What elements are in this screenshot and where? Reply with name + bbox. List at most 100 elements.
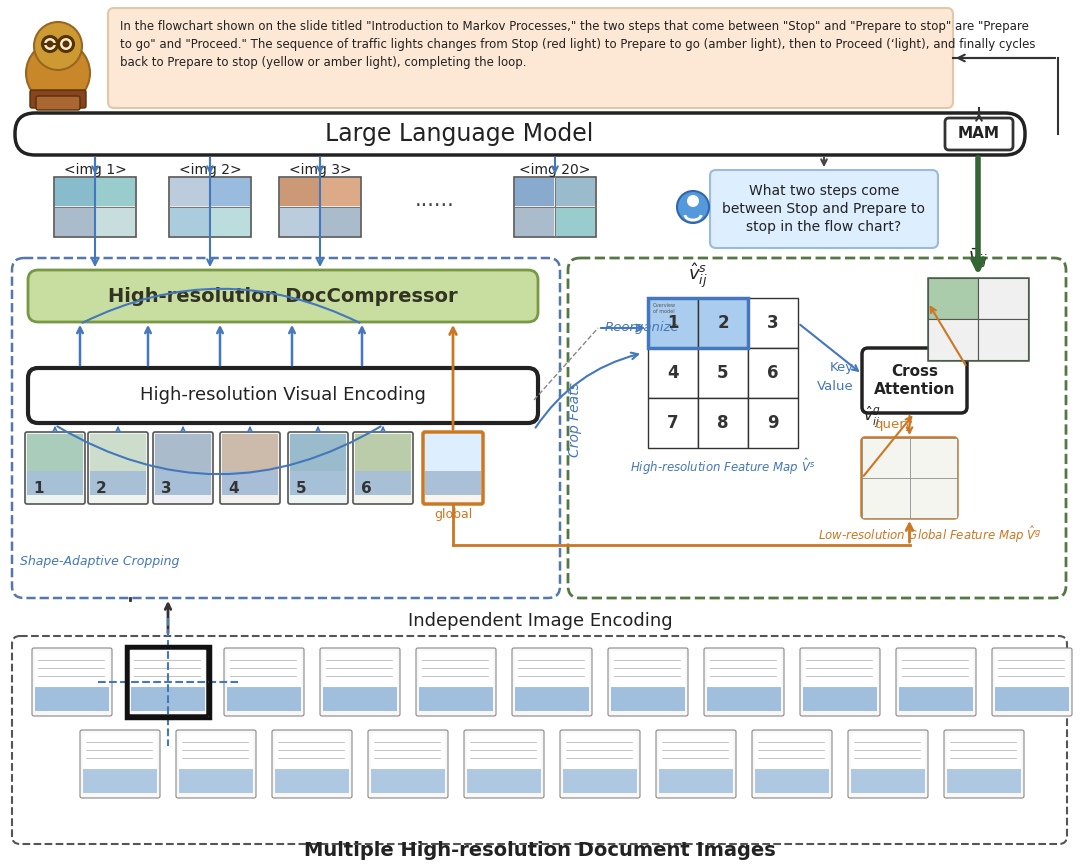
- Bar: [279, 177, 361, 237]
- Circle shape: [46, 41, 54, 48]
- FancyBboxPatch shape: [108, 8, 953, 108]
- Bar: [648, 348, 698, 398]
- Bar: [83, 769, 157, 793]
- Text: query: query: [874, 418, 913, 431]
- Text: 9: 9: [767, 414, 779, 432]
- Bar: [96, 208, 135, 236]
- FancyBboxPatch shape: [87, 432, 148, 504]
- FancyBboxPatch shape: [752, 730, 832, 798]
- Bar: [280, 208, 319, 236]
- Bar: [126, 646, 210, 718]
- Bar: [563, 769, 637, 793]
- Bar: [275, 733, 349, 771]
- Text: In the flowchart shown on the slide titled "Introduction to Markov Processes," t: In the flowchart shown on the slide titl…: [120, 20, 1036, 69]
- Bar: [419, 687, 492, 711]
- FancyBboxPatch shape: [36, 96, 80, 110]
- FancyBboxPatch shape: [80, 730, 160, 798]
- Text: $\hat{v}_{ij}^{g}$: $\hat{v}_{ij}^{g}$: [863, 404, 881, 430]
- Circle shape: [59, 37, 73, 51]
- Text: MAM: MAM: [958, 127, 1000, 141]
- Bar: [947, 769, 1021, 793]
- FancyBboxPatch shape: [848, 730, 928, 798]
- Text: Low-resolution Global Feature Map $\hat{V}^g$: Low-resolution Global Feature Map $\hat{…: [818, 524, 1041, 545]
- Bar: [698, 348, 748, 398]
- Bar: [372, 769, 445, 793]
- Text: What two steps come
between Stop and Prepare to
stop in the flow chart?: What two steps come between Stop and Pre…: [723, 184, 926, 234]
- Text: Independent Image Encoding: Independent Image Encoding: [407, 612, 673, 630]
- Bar: [995, 651, 1069, 688]
- FancyBboxPatch shape: [12, 636, 1067, 844]
- Text: 1: 1: [33, 481, 43, 496]
- FancyBboxPatch shape: [561, 730, 640, 798]
- Bar: [321, 208, 360, 236]
- Bar: [426, 471, 481, 496]
- Bar: [54, 177, 136, 237]
- Text: High-resolution Visual Encoding: High-resolution Visual Encoding: [140, 386, 426, 404]
- Bar: [899, 687, 973, 711]
- Text: <img 1>: <img 1>: [64, 163, 126, 177]
- Bar: [514, 177, 596, 237]
- Bar: [170, 208, 210, 236]
- Bar: [862, 478, 909, 518]
- FancyBboxPatch shape: [416, 648, 496, 716]
- Circle shape: [33, 22, 82, 70]
- Text: 4: 4: [667, 364, 679, 382]
- Bar: [291, 471, 346, 496]
- Bar: [55, 208, 94, 236]
- Circle shape: [677, 191, 708, 223]
- Bar: [755, 769, 829, 793]
- Bar: [978, 278, 1028, 319]
- Bar: [556, 208, 595, 236]
- Text: 7: 7: [667, 414, 679, 432]
- FancyBboxPatch shape: [862, 348, 967, 413]
- FancyBboxPatch shape: [512, 648, 592, 716]
- Bar: [179, 733, 253, 771]
- Bar: [851, 733, 924, 771]
- Bar: [83, 733, 157, 771]
- FancyBboxPatch shape: [353, 432, 413, 504]
- Bar: [321, 178, 360, 206]
- Text: 3: 3: [767, 314, 779, 332]
- Bar: [467, 769, 541, 793]
- FancyBboxPatch shape: [272, 730, 352, 798]
- Bar: [168, 177, 251, 237]
- Text: 4: 4: [228, 481, 239, 496]
- Bar: [978, 319, 1028, 360]
- FancyBboxPatch shape: [368, 730, 448, 798]
- Bar: [556, 178, 595, 206]
- Text: <img 20>: <img 20>: [519, 163, 591, 177]
- Bar: [515, 178, 554, 206]
- FancyBboxPatch shape: [945, 118, 1013, 150]
- FancyBboxPatch shape: [25, 432, 85, 504]
- Bar: [227, 651, 301, 688]
- Bar: [355, 434, 411, 471]
- Bar: [611, 651, 685, 688]
- FancyBboxPatch shape: [608, 648, 688, 716]
- FancyBboxPatch shape: [656, 730, 735, 798]
- FancyBboxPatch shape: [710, 170, 939, 248]
- Bar: [156, 434, 211, 471]
- FancyBboxPatch shape: [862, 438, 957, 518]
- Circle shape: [26, 41, 90, 105]
- FancyBboxPatch shape: [464, 730, 544, 798]
- Bar: [27, 434, 83, 471]
- Bar: [211, 208, 249, 236]
- Bar: [659, 769, 733, 793]
- Bar: [280, 178, 319, 206]
- Text: Crop Feats: Crop Feats: [568, 383, 582, 457]
- Bar: [515, 651, 589, 688]
- Bar: [355, 471, 411, 496]
- Bar: [748, 298, 798, 348]
- FancyBboxPatch shape: [32, 648, 112, 716]
- Bar: [96, 178, 135, 206]
- Text: <img 3>: <img 3>: [288, 163, 351, 177]
- Text: Key: Key: [829, 361, 854, 374]
- Text: 5: 5: [296, 481, 307, 496]
- Circle shape: [63, 41, 69, 48]
- Bar: [211, 178, 249, 206]
- Bar: [909, 478, 957, 518]
- Bar: [372, 733, 445, 771]
- Text: ......: ......: [415, 190, 455, 210]
- Bar: [35, 651, 109, 688]
- Bar: [467, 733, 541, 771]
